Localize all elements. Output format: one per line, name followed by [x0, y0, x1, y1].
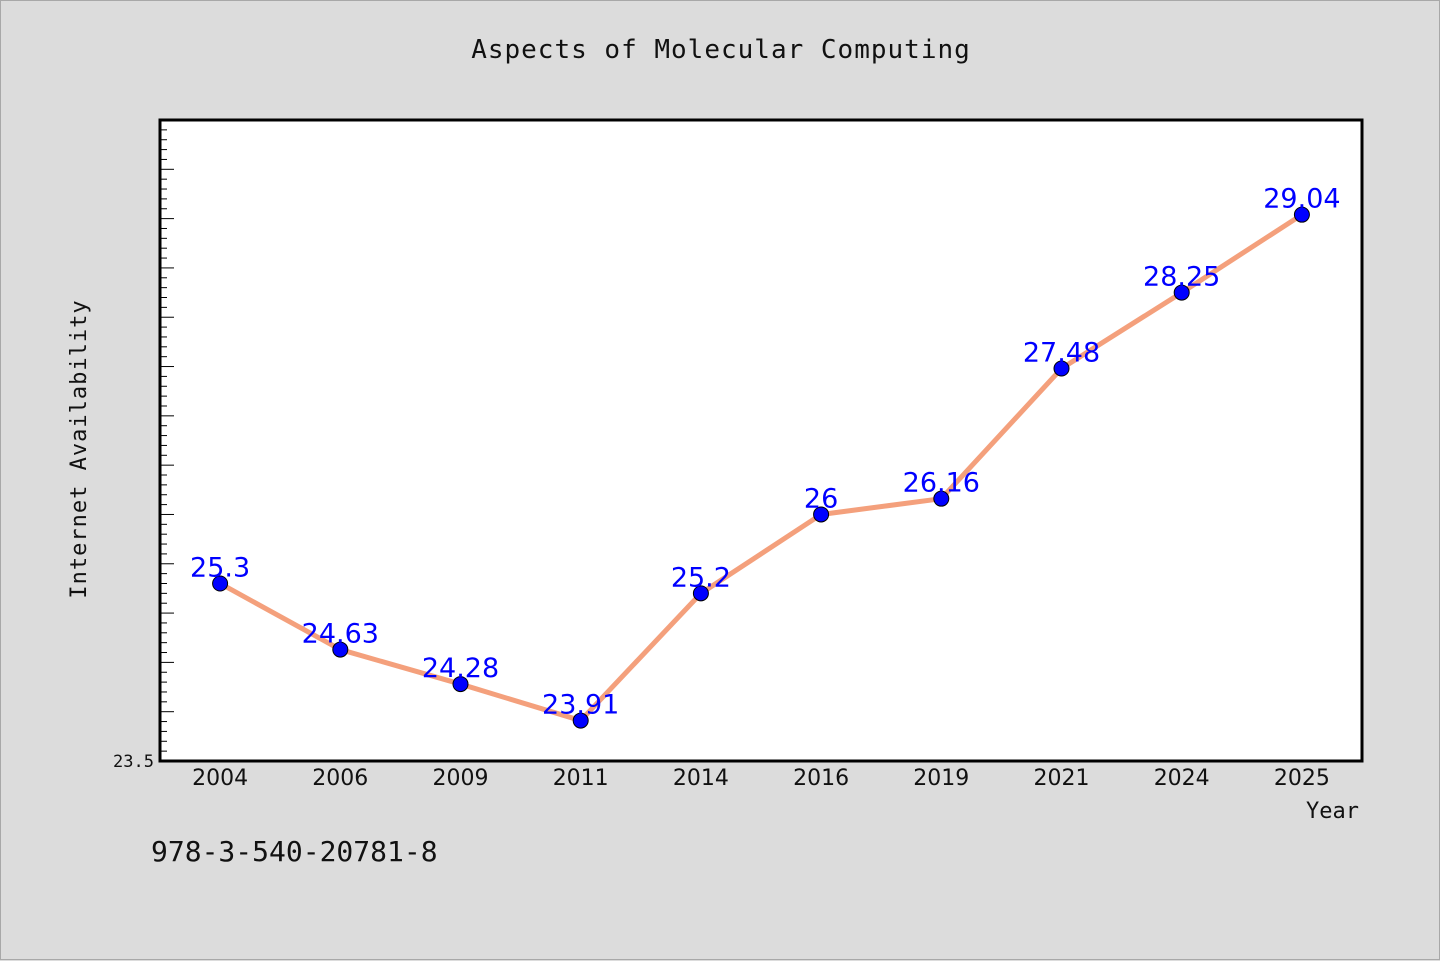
data-label: 24.63: [302, 619, 379, 650]
x-tick-label: 2024: [1154, 766, 1210, 791]
data-label: 29.04: [1263, 184, 1340, 215]
data-point-marker: [1173, 284, 1190, 301]
chart-title: Aspects of Molecular Computing: [471, 35, 971, 65]
data-label: 26.16: [903, 468, 980, 499]
y-axis-tick-labels: 23.5: [113, 752, 154, 772]
data-label: 23.91: [542, 690, 619, 721]
data-point-marker: [572, 712, 589, 729]
x-tick-label: 2021: [1034, 766, 1090, 791]
data-point-marker: [1053, 360, 1070, 377]
x-tick-label: 2009: [433, 766, 489, 791]
data-label: 26: [804, 483, 838, 514]
x-tick-label: 2006: [312, 766, 368, 791]
x-tick-label: 2011: [553, 766, 609, 791]
footer-code: 978-3-540-20781-8: [151, 835, 438, 868]
x-axis-tick-labels: 2004 2006 2009 2011 2014 2016 2019 2021 2024 2025: [192, 766, 1330, 791]
series-lines: [217, 212, 1305, 724]
x-tick-label: 2004: [192, 766, 248, 791]
series-markers: [212, 206, 1310, 729]
y-axis-ticks: [160, 119, 174, 762]
x-tick-label: 2014: [673, 766, 729, 791]
data-point-marker: [813, 506, 830, 523]
data-label: 25.2: [671, 562, 731, 593]
x-tick-label: 2025: [1274, 766, 1330, 791]
series-line: [217, 212, 1305, 724]
data-label: 27.48: [1023, 338, 1100, 369]
data-point-marker: [332, 641, 349, 658]
data-point-marker: [933, 490, 950, 507]
data-point-marker: [452, 676, 469, 693]
x-tick-label: 2019: [913, 766, 969, 791]
x-axis-label: Year: [1306, 799, 1359, 824]
data-labels: 25.3 24.63 24.28 23.91 25.2 26 26.16 27.48 28.25…: [190, 184, 1341, 721]
x-tick-label: 2016: [793, 766, 849, 791]
y-tick-label: 23.5: [113, 752, 154, 772]
data-point-marker: [692, 585, 709, 602]
data-label: 28.25: [1143, 262, 1220, 293]
data-point-marker: [212, 575, 229, 592]
data-label: 25.3: [190, 552, 250, 583]
plot-area: [158, 118, 1364, 763]
y-axis-label: Internet Availability: [67, 299, 92, 598]
data-point-marker: [1293, 206, 1310, 223]
data-label: 24.28: [422, 653, 499, 684]
